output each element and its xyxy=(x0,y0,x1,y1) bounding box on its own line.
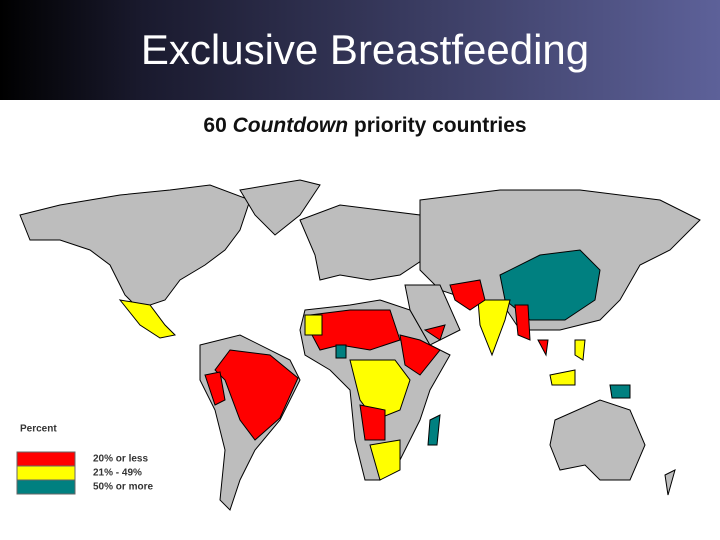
legend: Percent 20% or less 21% - 49% 50% or more xyxy=(16,424,153,495)
country xyxy=(449,279,486,311)
country xyxy=(574,339,586,361)
country xyxy=(423,324,446,341)
subtitle-name: Countdown xyxy=(232,114,349,137)
priority-countries xyxy=(118,249,631,481)
country xyxy=(609,384,631,399)
country xyxy=(349,359,411,421)
subtitle-rest: priority countries xyxy=(353,114,527,137)
country xyxy=(309,309,401,351)
country xyxy=(369,439,401,481)
country xyxy=(399,334,441,376)
title-bar: Exclusive Breastfeeding xyxy=(0,0,720,100)
country xyxy=(477,299,511,357)
slide-title: Exclusive Breastfeeding xyxy=(140,26,590,73)
legend-label: 50% or more xyxy=(93,482,153,493)
country xyxy=(304,314,323,336)
legend-title: Percent xyxy=(20,424,57,435)
legend-swatch xyxy=(16,479,76,495)
country xyxy=(537,339,549,357)
subtitle-count: 60 xyxy=(203,114,227,137)
country xyxy=(427,414,441,446)
country xyxy=(499,249,601,321)
legend-label: 21% - 49% xyxy=(93,468,142,479)
country xyxy=(359,404,386,441)
legend-swatch xyxy=(16,451,76,467)
country xyxy=(514,304,531,341)
country xyxy=(549,369,576,386)
country xyxy=(118,299,177,339)
country xyxy=(204,371,226,406)
legend-swatch xyxy=(16,465,76,481)
map-subtitle: 60 Countdown priority countries xyxy=(0,114,720,138)
legend-label: 20% or less xyxy=(93,454,148,465)
country xyxy=(335,344,347,359)
